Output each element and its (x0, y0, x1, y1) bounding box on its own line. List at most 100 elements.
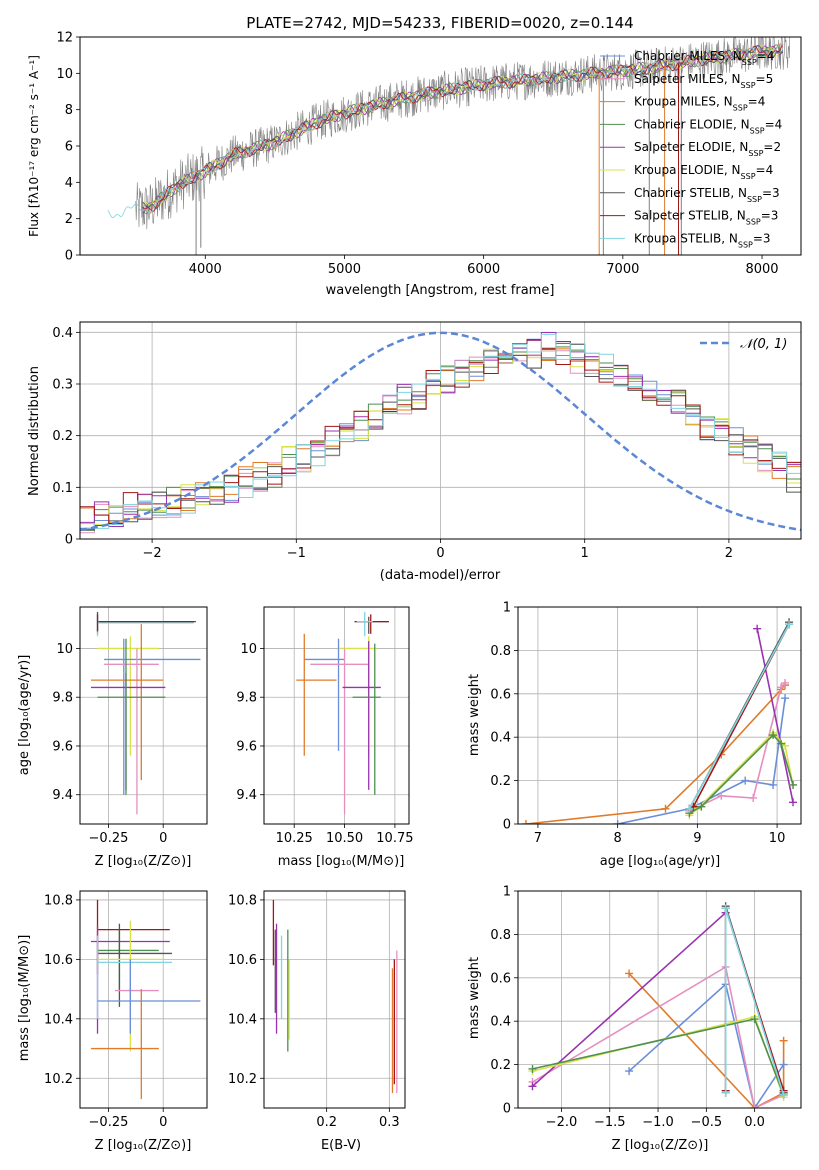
clipped-marks (272, 899, 398, 1094)
data-point-marker (779, 1060, 788, 1069)
weight-vs-Z-ylabel: mass weight (467, 957, 482, 1039)
age-vs-Z-xlabel: Z [log₁₀(Z/Z⊙)] (95, 854, 192, 869)
histogram-step-line (80, 339, 801, 524)
y-tick-label: 0.6 (490, 687, 511, 702)
x-tick-label: −1.0 (642, 1115, 674, 1130)
legend-label: Chabrier ELODIE, NSSP=4 (634, 117, 782, 135)
y-tick-label: 9.4 (52, 788, 73, 803)
y-tick-label: 10.2 (228, 1072, 257, 1087)
y-tick-label: 10 (240, 642, 257, 657)
age-vs-Z-ylabel: age [log₁₀(age/yr)] (17, 655, 32, 776)
model-spectrum-line (107, 43, 784, 219)
data-point-marker (613, 820, 622, 824)
y-tick-label: 0.4 (490, 1015, 511, 1030)
series-line (628, 982, 785, 1108)
data-point-marker (769, 780, 778, 789)
x-tick-label: −0.25 (89, 1115, 129, 1130)
spectrum-ylabel: Flux [fλ10⁻¹⁷ erg cm⁻² s⁻¹ A⁻¹] (27, 55, 41, 237)
series-line (531, 912, 727, 1087)
data-point-marker (750, 1104, 759, 1108)
x-tick-label: 7000 (606, 262, 639, 277)
x-tick-label: 5000 (328, 262, 361, 277)
normal-reference-curve (80, 331, 801, 532)
x-tick-label: 8000 (745, 262, 778, 277)
data-point-marker (661, 804, 670, 813)
x-tick-label: 0.2 (316, 1115, 337, 1130)
x-tick-label: 9 (693, 831, 701, 846)
y-tick-label: 0.2 (490, 774, 511, 789)
axes-frame (263, 890, 406, 1109)
y-tick-label: 1 (503, 601, 511, 616)
axes-frame (517, 606, 802, 825)
y-tick-label: 12 (56, 31, 73, 46)
data-point-marker (721, 1088, 730, 1097)
y-tick-label: 10 (56, 642, 73, 657)
y-tick-label: 10.8 (44, 893, 73, 908)
data-point-marker (785, 620, 794, 629)
y-tick-label: 10.4 (228, 1012, 257, 1027)
legend-label: Kroupa STELIB, NSSP=3 (634, 231, 771, 249)
data-point-marker (697, 802, 706, 811)
mass-vs-Z-panel: −0.25 0 10.2 10.4 10.6 10.8 Z [log₁₀(Z/Z⊙)] m… (17, 890, 208, 1153)
y-tick-label: 10.2 (44, 1072, 73, 1087)
x-tick-label: −2 (143, 546, 162, 561)
age-vs-mass-xlabel: mass [log₁₀(M/M⊙)] (278, 854, 405, 869)
x-tick-label: 0 (436, 546, 444, 561)
x-tick-label: 6000 (467, 262, 500, 277)
x-tick-label: 10.50 (326, 831, 363, 846)
legend-label: Salpeter MILES, NSSP=5 (634, 72, 773, 90)
data-point-marker (779, 1036, 788, 1045)
residual-hist-panel: −2 −1 0 1 2 0 0.1 0.2 0.3 0.4 𝒩(0, 1) (data-model… (27, 321, 802, 583)
legend-label: Salpeter STELIB, NSSP=3 (634, 209, 778, 227)
y-tick-label: 9.4 (236, 788, 257, 803)
weight-vs-age-plot-area: 7 8 9 10 0 0.2 0.4 0.6 0.8 1 (490, 601, 802, 846)
y-tick-label: 2 (65, 212, 73, 227)
data-point-marker (521, 820, 530, 824)
age-vs-mass-plot-area: 10.25 10.50 10.75 9.4 9.6 9.8 10 (236, 606, 414, 846)
legend-label: Salpeter ELODIE, NSSP=2 (634, 140, 781, 158)
spectrum-plot-area: 4000 5000 6000 7000 8000 0 2 4 6 8 10 12 (56, 31, 802, 277)
x-tick-label: 8 (614, 831, 622, 846)
clipped-marks (90, 899, 201, 1100)
y-tick-label: 0.4 (52, 326, 73, 341)
data-point-marker (625, 1067, 634, 1076)
age-vs-mass-panel: 10.25 10.50 10.75 9.4 9.6 9.8 10 mass [log₁₀(M… (236, 606, 414, 869)
weight-vs-age-ylabel: mass weight (467, 674, 482, 756)
model-spectrum-line (142, 44, 784, 208)
y-tick-label: 0.4 (490, 731, 511, 746)
y-tick-label: 0.2 (52, 429, 73, 444)
y-tick-label: 0.6 (490, 971, 511, 986)
residual-hist-plot-area: −2 −1 0 1 2 0 0.1 0.2 0.3 0.4 (52, 321, 802, 561)
x-tick-label: 0 (159, 831, 167, 846)
data-point-marker (717, 791, 726, 800)
legend-label: Chabrier STELIB, NSSP=3 (634, 186, 780, 204)
y-tick-label: 0 (503, 818, 511, 833)
axes-frame (263, 606, 410, 825)
mass-vs-Z-plot-area: −0.25 0 10.2 10.4 10.6 10.8 (44, 890, 208, 1130)
model-spectrum-line (142, 45, 784, 214)
data-point-marker (777, 739, 786, 748)
y-tick-label: 0.3 (52, 378, 73, 393)
y-tick-label: 1 (503, 885, 511, 900)
x-tick-label: 0.3 (379, 1115, 400, 1130)
mass-vs-ebv-panel: 0.2 0.3 10.2 10.4 10.6 10.8 E(B-V) (228, 890, 406, 1153)
residual-hist-xlabel: (data-model)/error (380, 568, 501, 583)
weight-vs-Z-plot-area: −2.0 −1.5 −1.0 −0.5 0.0 0 0.2 0.4 0.6 0.8 1 (490, 885, 802, 1130)
clipped-marks (107, 37, 791, 255)
data-point-marker (777, 683, 786, 692)
legend-label: Kroupa MILES, NSSP=4 (634, 95, 765, 113)
spectrum-panel: PLATE=2742, MJD=54233, FIBERID=0020, z=0… (27, 14, 802, 298)
clipped-marks (90, 611, 201, 815)
data-point-marker (779, 1090, 788, 1099)
x-tick-label: 10 (769, 831, 786, 846)
data-point-marker (749, 793, 758, 802)
y-tick-label: 4 (65, 176, 73, 191)
axes-frame (79, 890, 208, 1109)
age-vs-Z-plot-area: −0.25 0 9.4 9.6 9.8 10 (52, 606, 208, 846)
y-tick-label: 8 (65, 103, 73, 118)
y-tick-label: 10 (56, 67, 73, 82)
data-point-marker (721, 904, 730, 913)
y-tick-label: 0 (65, 533, 73, 548)
